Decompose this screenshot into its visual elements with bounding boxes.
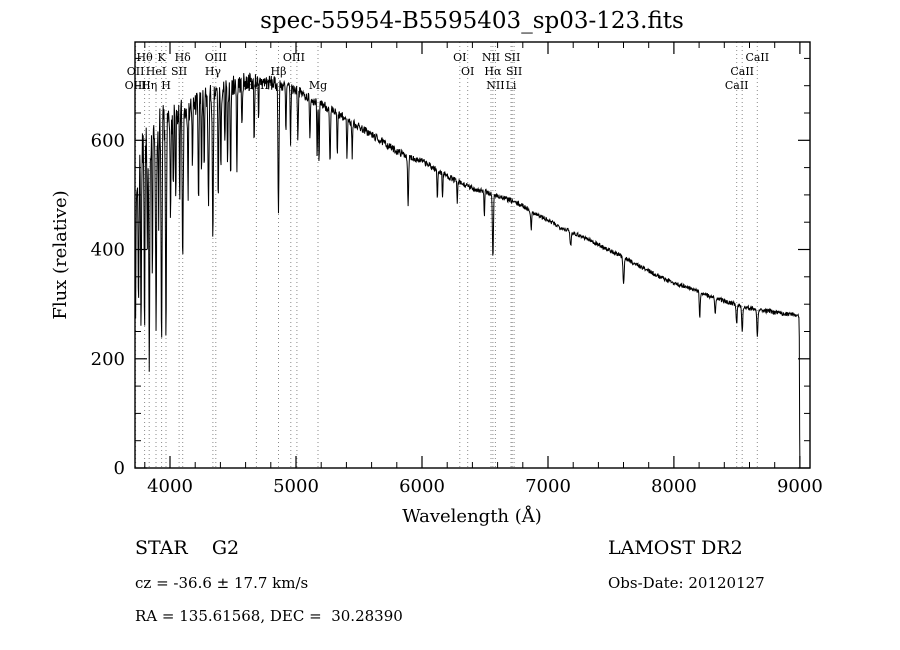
spectral-line-label: Hη [141,79,157,92]
spectral-line-label: Hα [484,65,502,78]
spectral-line-label: Hθ [136,51,153,64]
x-tick-label: 9000 [777,476,823,497]
coords-text: RA = 135.61568, DEC = 30.28390 [135,607,403,625]
spectral-line-label: OI [461,65,474,78]
spectral-line-label: HeI [146,65,166,78]
spectral-line-label: SII [171,65,187,78]
y-tick-label: 0 [114,458,125,479]
y-axis-label: Flux (relative) [50,190,71,319]
spectral-line-label: SII [504,51,520,64]
x-tick-label: 7000 [525,476,571,497]
spectral-line-label: OIII [283,51,305,64]
y-tick-label: 200 [91,349,125,370]
spectral-line-label: Li [506,79,517,92]
spectral-line-label: Hβ [271,65,287,78]
x-tick-label: 4000 [147,476,193,497]
spectral-line-label: CaII [745,51,769,64]
cz-text: cz = -36.6 ± 17.7 km/s [135,574,308,592]
spectral-line-label: Hδ [175,51,192,64]
obs-date-text: Obs-Date: 20120127 [608,574,765,592]
spectrum-curve [134,72,801,467]
y-tick-label: 400 [91,240,125,261]
spectral-line-label: CaII [725,79,749,92]
x-tick-label: 8000 [651,476,697,497]
spectral-line-label: NII [486,79,504,92]
x-tick-label: 6000 [399,476,445,497]
spectral-line-label: Hγ [205,65,222,78]
x-tick-label: 5000 [273,476,319,497]
survey-text: LAMOST DR2 [608,537,743,559]
spectral-line-label: H [161,79,171,92]
plot-title: spec-55954-B5595403_sp03-123.fits [260,8,684,34]
x-axis-label: Wavelength (Å) [402,505,542,527]
spectral-line-label: NII [482,51,500,64]
spectral-line-label: K [157,51,166,64]
spectral-line-label: CaII [730,65,754,78]
spectral-line-label: Mg [309,79,327,92]
spectral-line-label: OI [453,51,466,64]
y-tick-label: 600 [91,130,125,151]
spectral-line-label: OIII [205,51,227,64]
classification-text: STAR G2 [135,537,239,559]
spectral-line-label: SII [506,65,522,78]
